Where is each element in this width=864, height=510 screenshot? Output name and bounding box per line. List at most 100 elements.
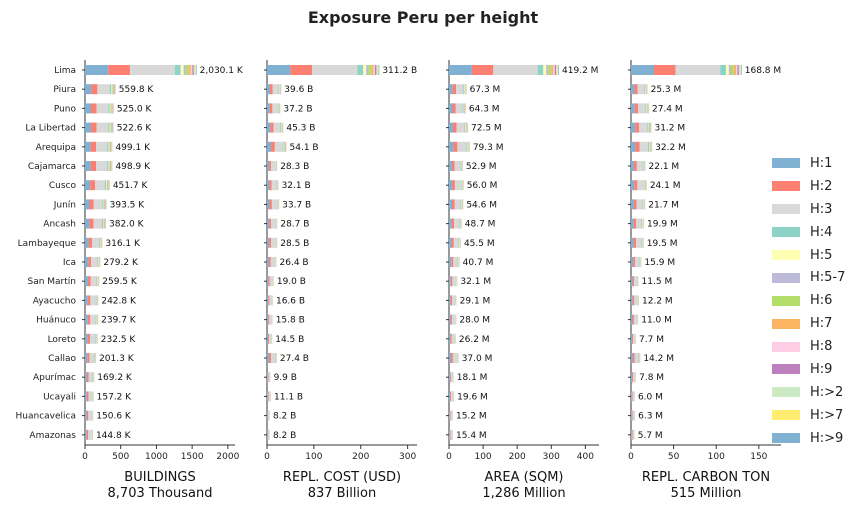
bar-segment xyxy=(450,276,453,287)
bar-segment xyxy=(88,429,92,440)
bar-segment xyxy=(90,122,97,133)
bar-value-label: 498.9 K xyxy=(115,162,151,172)
bar-segment xyxy=(634,103,639,114)
bar-segment xyxy=(632,295,635,306)
bar-segment xyxy=(111,122,113,133)
bar-value-label: 15.4 M xyxy=(456,431,487,441)
y-tick-label: Junín xyxy=(53,200,76,210)
bar-segment xyxy=(85,103,91,114)
legend-item: H:5 xyxy=(772,244,845,267)
bar-segment xyxy=(85,410,87,421)
bar-segment xyxy=(647,122,649,133)
bar-segment xyxy=(274,141,283,152)
bar-segment xyxy=(267,122,271,133)
bar-segment xyxy=(85,218,90,229)
bar-segment xyxy=(185,65,189,75)
legend-item: H:>2 xyxy=(772,381,845,404)
bar-value-label: 311.2 B xyxy=(382,66,417,76)
bar-segment xyxy=(451,353,453,363)
bar-segment xyxy=(642,161,644,171)
legend-label: H:>2 xyxy=(810,384,844,400)
bar-segment xyxy=(97,257,99,267)
bar-value-label: 2,030.1 K xyxy=(200,66,244,76)
bar-segment xyxy=(270,353,275,363)
bar-segment xyxy=(450,429,453,440)
bar-segment xyxy=(631,218,634,229)
bar-segment xyxy=(740,65,742,75)
bar-segment xyxy=(636,199,643,210)
bar-segment xyxy=(738,65,741,75)
bar-value-label: 40.7 M xyxy=(463,258,494,268)
bar-segment xyxy=(449,180,453,191)
bar-segment xyxy=(449,391,451,402)
bar-value-label: 451.7 K xyxy=(113,181,149,191)
bar-value-label: 28.3 B xyxy=(280,162,309,172)
bar-value-label: 45.5 M xyxy=(464,239,495,249)
bar-value-label: 144.8 K xyxy=(96,431,132,441)
bar-segment xyxy=(271,180,277,191)
bar-segment xyxy=(449,199,452,210)
bar-segment xyxy=(86,410,89,421)
bar-segment xyxy=(111,84,113,95)
bar-segment xyxy=(634,353,639,363)
bar-segment xyxy=(633,257,636,267)
bar-segment xyxy=(270,122,274,133)
bar-segment xyxy=(275,237,276,248)
x-axis-title: AREA (SQM) xyxy=(484,470,563,485)
y-tick-label: Piura xyxy=(53,85,76,95)
bar-segment xyxy=(107,180,109,191)
bar-segment xyxy=(192,65,194,75)
bar-segment xyxy=(632,372,634,383)
bar-segment xyxy=(268,314,270,325)
bar-segment xyxy=(267,237,270,248)
legend-label: H:1 xyxy=(810,155,833,171)
legend-swatch xyxy=(772,181,800,192)
bar-segment xyxy=(88,410,92,421)
bar-segment xyxy=(103,218,104,229)
bar-value-label: 525.0 K xyxy=(117,104,153,114)
bar-segment xyxy=(282,141,284,152)
bar-segment xyxy=(637,84,645,95)
bar-segment xyxy=(88,257,92,267)
bar-segment xyxy=(89,353,94,363)
x-tick-label: 200 xyxy=(352,452,369,462)
bar-segment xyxy=(111,103,112,114)
bar-segment xyxy=(271,199,277,210)
bar-segment xyxy=(269,199,272,210)
legend-label: H:5 xyxy=(810,247,833,263)
bar-segment xyxy=(631,429,632,440)
legend-label: H:2 xyxy=(810,178,833,194)
bar-segment xyxy=(96,161,108,171)
legend-label: H:>9 xyxy=(810,430,844,446)
bar-value-label: 67.3 M xyxy=(470,85,501,95)
bar-segment xyxy=(109,122,111,133)
bar-segment xyxy=(462,103,464,114)
legend-item: H:8 xyxy=(772,335,845,358)
bar-segment xyxy=(95,295,97,306)
bar-segment xyxy=(455,103,463,114)
bar-segment xyxy=(109,141,110,152)
bar-segment xyxy=(551,65,554,75)
bar-value-label: 522.6 K xyxy=(117,124,153,134)
bar-segment xyxy=(95,180,106,191)
legend-item: H:4 xyxy=(772,221,845,244)
x-axis-total: 1,286 Million xyxy=(482,486,565,501)
bar-value-label: 19.0 B xyxy=(277,277,306,287)
bar-value-label: 19.5 M xyxy=(647,239,678,249)
legend-swatch xyxy=(772,227,800,238)
bar-value-label: 32.1 B xyxy=(282,181,311,191)
bar-value-label: 168.8 M xyxy=(745,66,781,76)
bar-segment xyxy=(639,257,640,267)
bar-segment xyxy=(548,65,552,75)
bar-segment xyxy=(277,103,279,114)
bar-value-label: 32.1 M xyxy=(460,277,491,287)
bar-segment xyxy=(377,65,379,75)
bar-segment xyxy=(269,103,273,114)
bar-segment xyxy=(272,103,278,114)
bar-segment xyxy=(271,218,276,229)
bar-segment xyxy=(267,391,269,402)
bar-value-label: 8.2 B xyxy=(273,412,296,422)
x-tick-label: 100 xyxy=(708,452,725,462)
bar-segment xyxy=(280,122,282,133)
bar-segment xyxy=(631,65,655,75)
